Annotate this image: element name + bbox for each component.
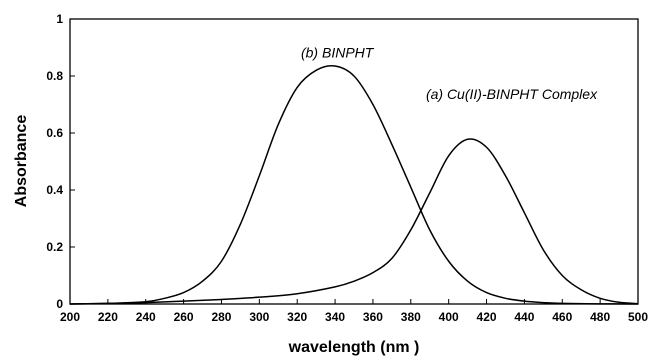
annotations: (b) BINPHT (a) Cu(II)-BINPHT Complex [301,44,598,101]
x-tick-label: 340 [325,310,345,324]
x-tick-label: 280 [211,310,231,324]
x-tick-label: 220 [98,310,118,324]
x-tick-label: 480 [590,310,610,324]
x-tick-label: 200 [60,310,80,324]
curves [69,65,639,305]
x-tick-label: 400 [439,310,459,324]
x-tick-label: 260 [174,310,194,324]
y-tick-label: 0 [56,297,63,311]
x-tick-label: 440 [514,310,534,324]
y-tick-label: 0.4 [46,183,63,197]
x-tick-label: 240 [136,310,156,324]
y-tick-label: 1 [56,12,63,26]
x-tick-label: 320 [287,310,307,324]
tick-labels: 200 220 240 260 280 300 320 340 360 380 400 420 440 4… [46,12,648,324]
plot-border [69,18,639,305]
annotation-a: (a) Cu(II)-BINPHT Complex [426,86,598,102]
annotation-b: (b) BINPHT [301,44,375,60]
series-line-a [69,138,639,305]
axis-ticks [69,18,639,305]
y-tick-label: 0.6 [46,126,63,140]
plot-frame [69,18,639,305]
x-tick-label: 420 [477,310,497,324]
x-tick-label: 460 [552,310,572,324]
y-axis-title: Absorbance [13,115,30,208]
x-tick-label: 360 [363,310,383,324]
x-axis-title: wavelength (nm ) [288,339,420,356]
series-line-b [69,65,639,305]
y-tick-label: 0.8 [46,69,63,83]
x-tick-label: 500 [628,310,648,324]
x-tick-label: 380 [401,310,421,324]
x-tick-label: 300 [249,310,269,324]
y-tick-label: 0.2 [46,240,63,254]
